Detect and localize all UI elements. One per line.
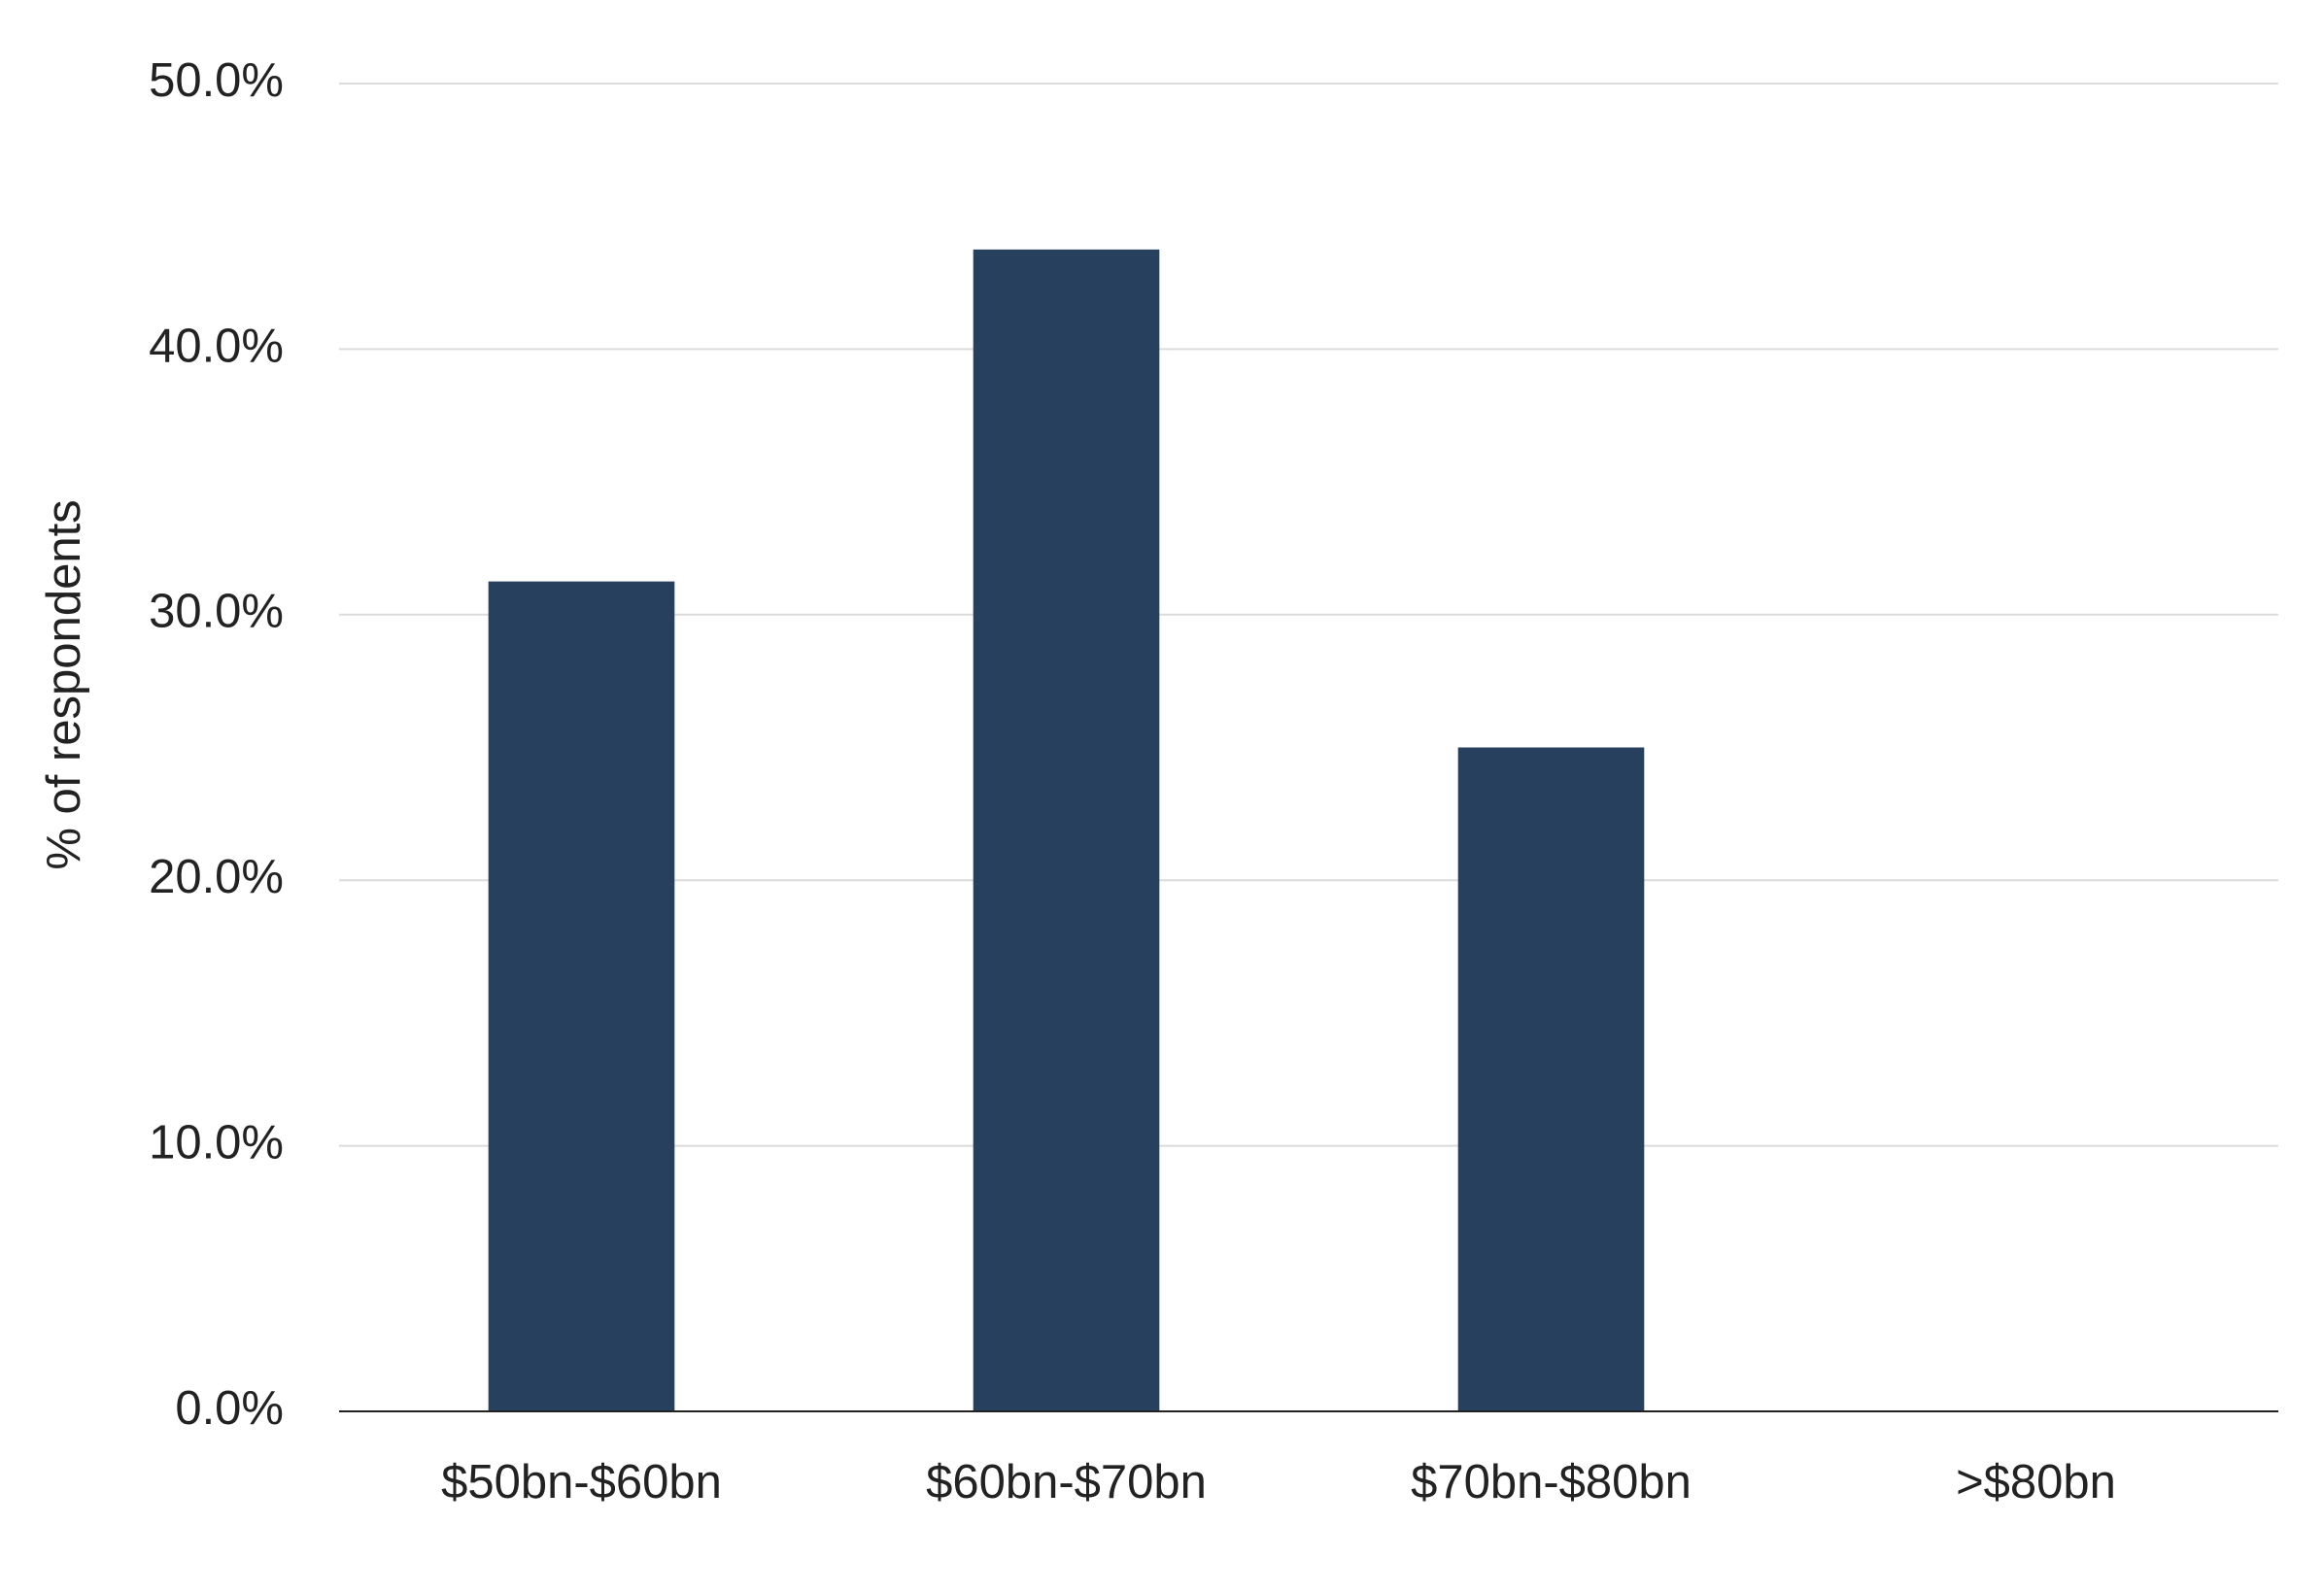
x-tick-label: $50bn-$60bn (441, 1456, 722, 1508)
bar (973, 249, 1160, 1411)
x-tick-label: >$80bn (1956, 1456, 2116, 1508)
y-tick-label: 40.0% (149, 320, 284, 372)
y-axis-label: % of respondents (38, 499, 90, 869)
bar (1457, 747, 1645, 1411)
y-tick-label: 20.0% (149, 851, 284, 903)
bar (488, 581, 675, 1411)
y-tick-label: 0.0% (175, 1382, 284, 1435)
x-tick-label: $60bn-$70bn (926, 1456, 1207, 1508)
y-tick-label: 30.0% (149, 586, 284, 638)
y-tick-label: 10.0% (149, 1117, 284, 1169)
y-tick-label: 50.0% (149, 54, 284, 107)
x-tick-label: $70bn-$80bn (1411, 1456, 1692, 1508)
